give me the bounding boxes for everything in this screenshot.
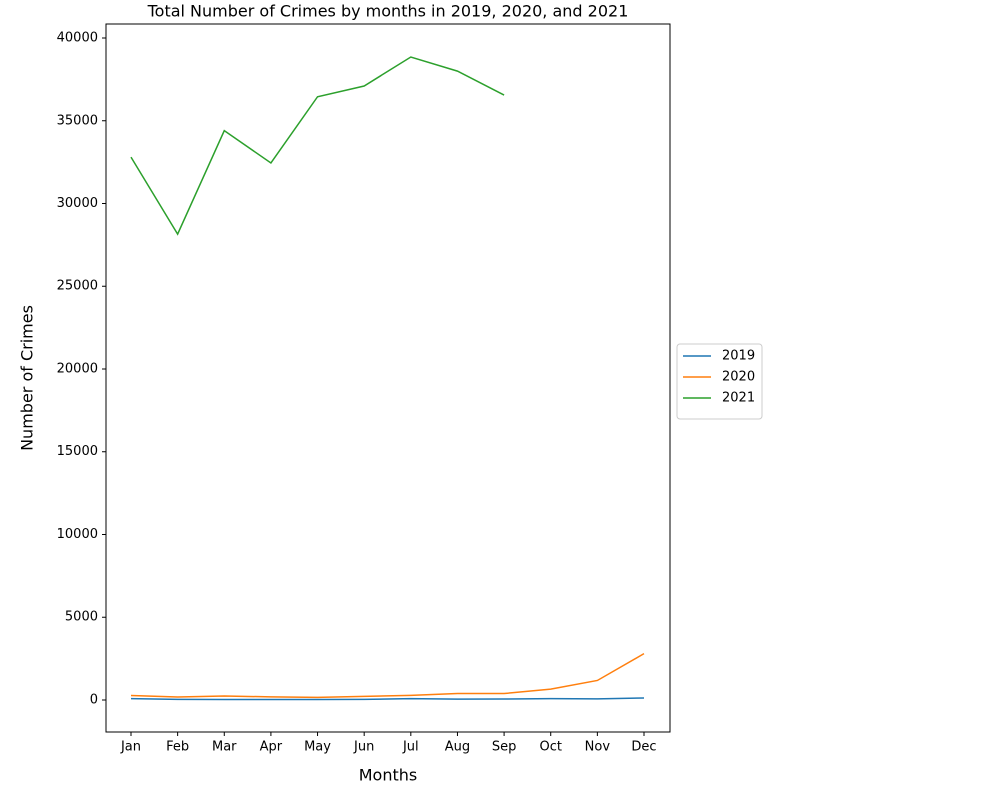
x-tick-label: Nov (585, 740, 611, 755)
x-tick-label: Sep (492, 740, 517, 755)
legend-label: 2021 (722, 391, 755, 406)
line-series (130, 56, 505, 236)
x-tick-label: Apr (260, 740, 283, 755)
x-tick-label: Dec (631, 740, 656, 755)
y-tick-label: 5000 (65, 610, 98, 625)
y-axis-label: Number of Crimes (18, 305, 37, 451)
x-tick-label: Jul (402, 740, 419, 755)
legend-box (676, 343, 763, 420)
x-tick-label: May (304, 740, 331, 755)
x-tick-label: Feb (166, 740, 189, 755)
x-tick-label: Oct (539, 740, 561, 755)
chart-title: Total Number of Crimes by months in 2019… (147, 2, 629, 21)
y-tick-label: 0 (90, 692, 98, 707)
x-tick-label: Mar (212, 740, 237, 755)
plot-frame (105, 23, 671, 733)
x-tick-label: Jun (353, 740, 374, 755)
y-tick-label: 20000 (57, 361, 98, 376)
line-series (130, 653, 645, 699)
x-tick-label: Aug (445, 740, 470, 755)
line-series (130, 697, 645, 701)
x-tick-label: Jan (120, 740, 141, 755)
x-axis-label: Months (359, 766, 417, 785)
y-tick-label: 25000 (57, 279, 98, 294)
y-tick-label: 35000 (57, 113, 98, 128)
legend-label: 2020 (722, 370, 755, 385)
legend-label: 2019 (722, 349, 755, 364)
y-tick-label: 30000 (57, 196, 98, 211)
y-tick-label: 15000 (57, 444, 98, 459)
y-tick-label: 40000 (57, 31, 98, 46)
y-tick-label: 10000 (57, 527, 98, 542)
